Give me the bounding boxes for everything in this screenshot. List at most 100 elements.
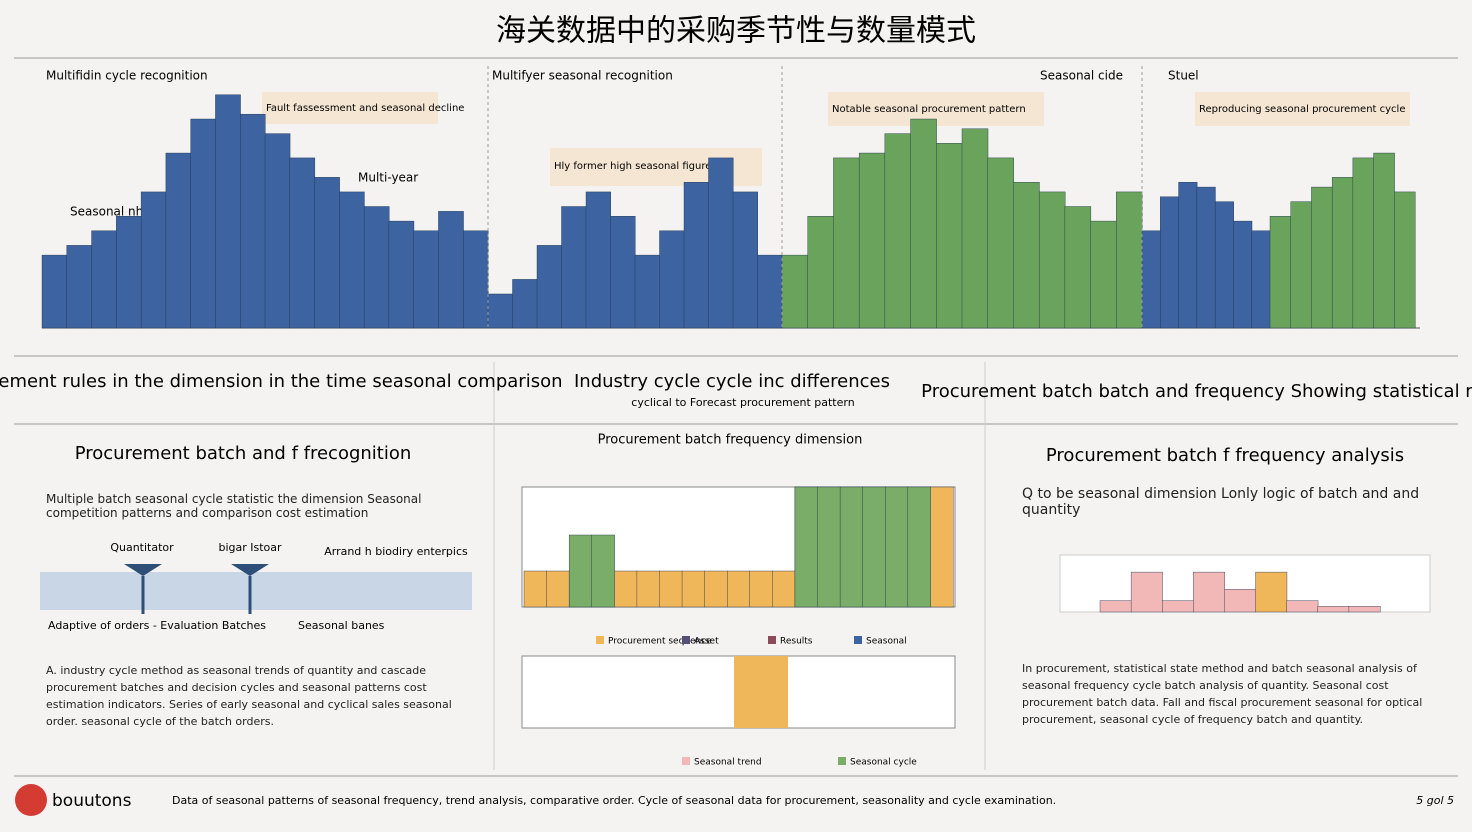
note: Reproducing seasonal procurement cycle (1199, 104, 1406, 115)
logo (15, 784, 47, 816)
bar (757, 254, 783, 329)
legend-label: Seasonal trend (694, 758, 762, 768)
bar (930, 486, 954, 608)
bar (116, 216, 142, 329)
bar (91, 230, 117, 329)
sub-text: Q to be seasonal dimension Lonly logic o… (1022, 486, 1420, 518)
bar (1178, 181, 1198, 329)
bar (1214, 201, 1234, 329)
bar (363, 206, 390, 329)
chart-title: Procurement batch frequency dimension (598, 433, 863, 448)
bar (536, 245, 562, 329)
highlight (734, 656, 788, 728)
bar (1348, 606, 1381, 613)
bar (772, 570, 796, 608)
bar (659, 230, 685, 329)
bar (1286, 600, 1319, 613)
bar (546, 570, 570, 608)
legend-label: Seasonal cycle (850, 758, 917, 768)
bar (910, 118, 937, 329)
bar (1116, 191, 1143, 329)
bar (862, 486, 886, 608)
section-sub: cyclical to Forecast procurement pattern (631, 396, 854, 409)
bar (961, 128, 989, 329)
intro: Multiple batch seasonal cycle statistic … (46, 492, 422, 520)
label: Seasonal banes (298, 619, 385, 632)
brand: bouutons (52, 791, 132, 811)
bar (568, 534, 593, 608)
bar (413, 230, 439, 329)
bar (190, 118, 216, 329)
bar (681, 570, 706, 608)
panel-label: Multifidin cycle recognition (46, 69, 208, 83)
bar (1160, 196, 1180, 329)
bar (1090, 220, 1117, 329)
bar (794, 486, 819, 608)
note: Fault fassessment and seasonal decline (266, 103, 464, 114)
legend-label: Asset (694, 637, 719, 647)
label: Adaptive of orders - Evaluation Batches (48, 619, 266, 632)
bar (781, 254, 809, 329)
intro-text: Multiple batch seasonal cycle statistic … (46, 492, 422, 520)
section-heading: Procurement batch batch and frequency Sh… (921, 381, 1472, 402)
bar (1373, 152, 1395, 329)
bar (264, 133, 291, 329)
bar (1255, 571, 1288, 613)
bar (1269, 216, 1292, 329)
bar (215, 94, 241, 329)
bar (907, 486, 931, 608)
bar (636, 570, 660, 608)
bar (683, 181, 709, 329)
bar (591, 534, 615, 608)
bar (1251, 230, 1271, 329)
note-box (262, 92, 438, 124)
paragraph: A. industry cycle method as seasonal tre… (46, 664, 452, 728)
legend-swatch (682, 636, 690, 644)
bar (1141, 230, 1161, 329)
bar (1233, 220, 1253, 329)
bar (1331, 177, 1354, 329)
legend-swatch (768, 636, 776, 644)
bar (833, 157, 860, 329)
bar (165, 152, 192, 329)
bar (807, 216, 834, 329)
bar (1311, 186, 1333, 329)
bar (936, 143, 963, 329)
bar (1193, 571, 1225, 613)
bar (140, 191, 167, 329)
bar (585, 191, 611, 329)
label: bigar Istoar (218, 541, 282, 554)
bar (487, 293, 513, 329)
page-number: 5 gol 5 (1416, 794, 1454, 807)
note-box (1195, 92, 1410, 126)
title: 海关数据中的采购季节性与数量模式 (496, 14, 976, 49)
bar (438, 211, 464, 329)
label: Quantitator (110, 541, 174, 554)
bar (314, 177, 340, 329)
bar (1064, 206, 1092, 329)
panel-label: Multifyer seasonal recognition (492, 69, 673, 83)
bar (1130, 571, 1163, 613)
bar (1317, 606, 1350, 613)
bar (704, 570, 728, 608)
bar (732, 191, 758, 329)
bar (240, 113, 266, 329)
marker (124, 564, 269, 576)
legend-label: Procurement sequence (608, 637, 712, 647)
bar (1290, 201, 1312, 329)
bar (66, 245, 93, 329)
bar (289, 157, 316, 329)
panel-label: Seasonal cide (1040, 69, 1123, 83)
legend-swatch (682, 757, 690, 765)
bar (634, 254, 660, 329)
paragraph-text: A. industry cycle method as seasonal tre… (46, 664, 452, 728)
bar (1038, 191, 1066, 329)
bar (339, 191, 365, 329)
bar (388, 220, 415, 329)
band (40, 572, 472, 610)
bar (708, 157, 734, 329)
legend-swatch (838, 757, 846, 765)
section-heading: Procurement rules in the dimension in th… (0, 371, 563, 392)
bar (1224, 589, 1257, 613)
